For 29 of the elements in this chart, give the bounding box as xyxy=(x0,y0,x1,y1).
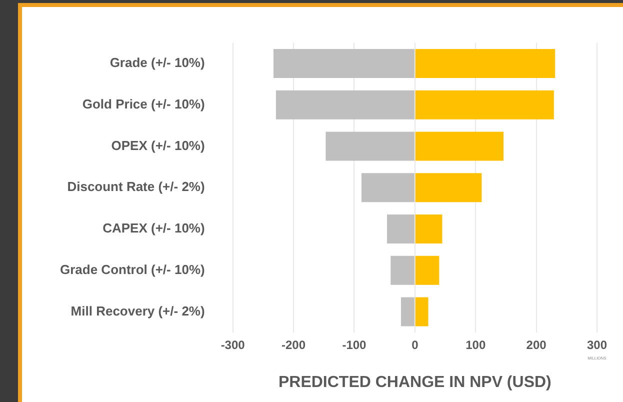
y-tick-label: Discount Rate (+/- 2%) xyxy=(67,179,205,194)
x-axis-title: PREDICTED CHANGE IN NPV (USD) xyxy=(278,374,552,391)
x-tick-label: 0 xyxy=(412,338,419,352)
x-tick-label: -100 xyxy=(342,338,367,352)
y-tick-label: OPEX (+/- 10%) xyxy=(111,138,205,153)
y-tick-label: Grade (+/- 10%) xyxy=(110,55,205,70)
bar xyxy=(415,132,504,161)
y-tick-label: CAPEX (+/- 10%) xyxy=(102,220,205,236)
bar xyxy=(390,256,414,285)
bar xyxy=(400,297,414,326)
bar xyxy=(415,297,428,326)
bar xyxy=(326,132,414,161)
y-tick-label: Mill Recovery (+/- 2%) xyxy=(70,303,205,318)
bar xyxy=(415,256,440,285)
bar xyxy=(415,214,442,244)
bar xyxy=(415,49,556,78)
bar xyxy=(362,173,414,202)
y-tick-label: Gold Price (+/- 10%) xyxy=(82,96,205,112)
x-tick-label: 200 xyxy=(526,338,547,352)
bar xyxy=(415,90,554,120)
bar xyxy=(386,214,414,244)
x-tick-label: 100 xyxy=(466,338,486,352)
bar xyxy=(415,173,482,202)
y-tick-label: Grade Control (+/- 10%) xyxy=(60,262,205,277)
x-tick-label: 300 xyxy=(586,338,608,352)
bar xyxy=(276,90,414,120)
bar xyxy=(273,49,414,78)
x-tick-label: -200 xyxy=(282,338,306,352)
x-tick-label: -300 xyxy=(220,338,246,352)
